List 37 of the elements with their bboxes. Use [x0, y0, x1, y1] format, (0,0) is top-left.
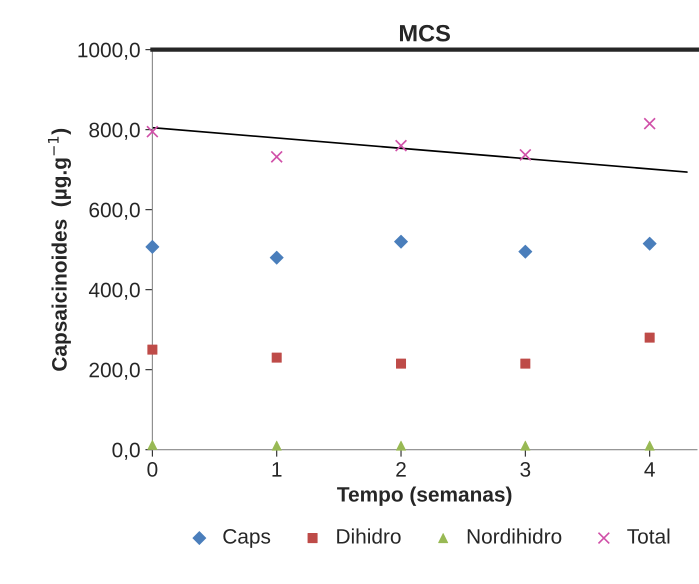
- x-axis-title: Tempo (semanas): [337, 486, 512, 506]
- point: [644, 440, 655, 451]
- x-tick-label: 0: [147, 462, 158, 477]
- y-tick-label: 400,0: [88, 282, 140, 300]
- legend-label: Nordihidro: [468, 528, 562, 544]
- point: [272, 440, 282, 451]
- y-tick-label: 1000,0: [78, 42, 140, 60]
- x-tick-label: 3: [520, 462, 530, 477]
- legend-label: Caps: [223, 528, 270, 548]
- y-tick-label: 0,0: [112, 442, 140, 460]
- x-tick-label: 4: [644, 462, 655, 477]
- x-tick-label: 1: [272, 462, 282, 477]
- point: [270, 150, 283, 164]
- point: [272, 352, 282, 363]
- point: [394, 139, 408, 152]
- legend-label: Dihidro: [337, 528, 401, 544]
- y-tick-label: 200,0: [89, 362, 140, 380]
- point: [145, 240, 160, 254]
- x-tick-label: 2: [396, 462, 406, 477]
- y-tick-label: 800,0: [89, 122, 140, 140]
- point: [643, 117, 656, 130]
- legend-label: Total: [627, 528, 670, 544]
- point: [146, 125, 159, 138]
- chart-title: MCS: [400, 24, 450, 42]
- point: [644, 332, 655, 343]
- point: [518, 244, 532, 259]
- point: [396, 440, 406, 451]
- point: [520, 358, 530, 369]
- point: [642, 236, 657, 251]
- point: [519, 148, 532, 162]
- point: [520, 440, 530, 451]
- point: [396, 358, 406, 369]
- y-tick-label: 600,0: [90, 202, 140, 220]
- y-axis-title: Capsaicinoides (µg.g$^{−1}$): [48, 128, 71, 371]
- point: [270, 250, 284, 265]
- point: [394, 234, 408, 249]
- point: [147, 344, 158, 355]
